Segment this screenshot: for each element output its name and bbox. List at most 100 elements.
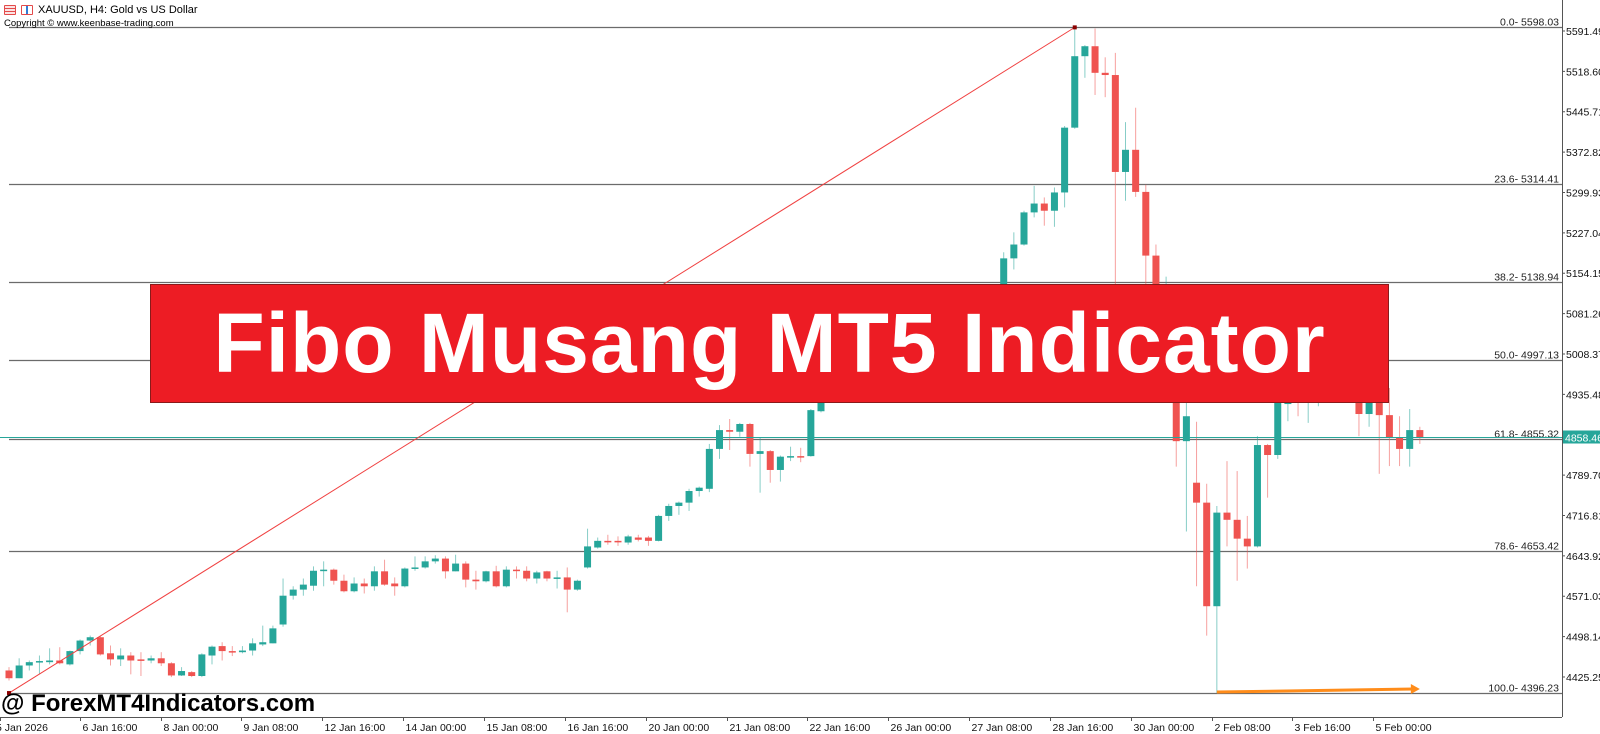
time-tick-label: 26 Jan 00:00 bbox=[891, 722, 952, 734]
candle-bearish bbox=[391, 583, 399, 587]
chart-list-icon[interactable] bbox=[4, 5, 16, 15]
candle-bearish bbox=[107, 653, 114, 660]
candle-bullish bbox=[66, 651, 74, 665]
time-tick-label: 20 Jan 00:00 bbox=[649, 722, 710, 734]
candle-bullish bbox=[1213, 512, 1221, 607]
candle-bullish bbox=[249, 643, 257, 651]
price-tick-label: 4716.81 bbox=[1566, 510, 1600, 522]
candle-bullish bbox=[817, 400, 825, 412]
candle-bearish bbox=[137, 659, 145, 661]
candle-bearish bbox=[1193, 482, 1201, 503]
price-tick-label: 4935.48 bbox=[1566, 389, 1600, 401]
price-tick-label: 5227.04 bbox=[1566, 228, 1600, 240]
candle-bearish bbox=[1396, 437, 1404, 449]
watermark: @ ForexMT4Indicators.com bbox=[1, 690, 316, 717]
candle-bullish bbox=[716, 430, 723, 449]
time-tick-label: 21 Jan 08:00 bbox=[730, 722, 791, 734]
candle-bullish bbox=[1182, 416, 1190, 442]
trend-anchor-handle bbox=[1072, 25, 1077, 30]
candle-bearish bbox=[1091, 46, 1099, 73]
candle-bearish bbox=[1040, 203, 1048, 211]
candle-bullish bbox=[198, 654, 206, 677]
candle-bullish bbox=[502, 569, 510, 587]
candle-bearish bbox=[96, 637, 104, 655]
candle-bearish bbox=[228, 651, 236, 653]
time-tick-label: 5 Jan 2026 bbox=[0, 722, 48, 734]
fibo-level-label: 100.0- 4396.23 bbox=[1488, 683, 1559, 695]
chart-type-icon[interactable] bbox=[21, 5, 33, 15]
candle-bullish bbox=[776, 456, 784, 470]
fibo-level-label: 0.0- 5598.03 bbox=[1500, 17, 1559, 29]
time-tick-label: 28 Jan 16:00 bbox=[1053, 722, 1114, 734]
candle-bullish bbox=[482, 571, 490, 582]
fibo-level-label: 38.2- 5138.94 bbox=[1494, 272, 1559, 284]
banner-title: Fibo Musang MT5 Indicator bbox=[213, 296, 1326, 390]
candle-bearish bbox=[218, 646, 226, 652]
price-tick-label: 5081.26 bbox=[1566, 309, 1600, 321]
time-tick-label: 16 Jan 16:00 bbox=[568, 722, 629, 734]
candle-bearish bbox=[340, 580, 348, 592]
candle-bullish bbox=[279, 595, 287, 625]
candle-bullish bbox=[705, 448, 713, 489]
candle-bearish bbox=[127, 655, 135, 661]
candle-bullish bbox=[269, 628, 277, 644]
candle-bearish bbox=[492, 571, 500, 587]
candle-bullish bbox=[1050, 192, 1058, 211]
time-tick-label: 9 Jan 08:00 bbox=[244, 722, 299, 734]
arrow-line bbox=[1216, 687, 1414, 694]
candle-bearish bbox=[157, 658, 165, 664]
candle-bullish bbox=[1061, 127, 1069, 193]
candle-bullish bbox=[401, 568, 409, 587]
fibo-level-label: 78.6- 4653.42 bbox=[1494, 541, 1559, 553]
candle-bearish bbox=[513, 569, 520, 572]
candle-bullish bbox=[1081, 46, 1089, 57]
candle-bullish bbox=[238, 650, 246, 653]
candle-bearish bbox=[543, 571, 551, 579]
price-tick-label: 4789.70 bbox=[1566, 470, 1600, 482]
time-tick-label: 6 Jan 16:00 bbox=[83, 722, 138, 734]
candle-bullish bbox=[1365, 397, 1373, 415]
candle-bullish bbox=[695, 487, 703, 492]
candle-bearish bbox=[5, 670, 13, 679]
candle-bearish bbox=[746, 423, 754, 454]
candle-bullish bbox=[1122, 149, 1129, 172]
candle-bearish bbox=[1132, 149, 1140, 192]
candle-bullish bbox=[310, 570, 317, 586]
candle-bullish bbox=[584, 546, 592, 568]
candle-bearish bbox=[1223, 512, 1231, 520]
candle-bearish bbox=[644, 537, 652, 541]
price-tick-label: 5008.37 bbox=[1566, 349, 1600, 361]
candle-bearish bbox=[726, 430, 734, 432]
candle-bearish bbox=[1264, 445, 1272, 456]
candle-bullish bbox=[117, 655, 125, 660]
candle-bullish bbox=[35, 661, 43, 663]
candle-bullish bbox=[411, 567, 419, 569]
candle-bearish bbox=[604, 540, 612, 543]
candle-bullish bbox=[452, 563, 460, 572]
fibo-level-label: 50.0- 4997.13 bbox=[1494, 350, 1559, 362]
time-tick-label: 5 Feb 00:00 bbox=[1376, 722, 1432, 734]
candle-bullish bbox=[533, 572, 541, 579]
time-tick-label: 22 Jan 16:00 bbox=[810, 722, 871, 734]
candle-bearish bbox=[381, 571, 389, 585]
candle-bullish bbox=[147, 658, 155, 661]
time-tick-label: 14 Jan 00:00 bbox=[406, 722, 467, 734]
price-tick-label: 5154.15 bbox=[1566, 268, 1600, 280]
arrow-head-icon bbox=[1410, 684, 1420, 695]
current-price-badge bbox=[1563, 430, 1600, 444]
candle-bearish bbox=[1172, 380, 1180, 442]
copyright-text: Copyright © www.keenbase-trading.com bbox=[4, 18, 174, 29]
candle-bullish bbox=[787, 456, 795, 458]
time-tick-label: 3 Feb 16:00 bbox=[1295, 722, 1351, 734]
candle-bullish bbox=[624, 536, 632, 543]
price-tick-label: 5372.82 bbox=[1566, 147, 1600, 159]
candle-bearish bbox=[1233, 519, 1241, 539]
candle-bullish bbox=[807, 410, 815, 457]
time-tick-label: 2 Feb 08:00 bbox=[1215, 722, 1271, 734]
candle-bearish bbox=[167, 663, 175, 676]
time-tick-label: 8 Jan 00:00 bbox=[164, 722, 219, 734]
candle-bearish bbox=[1152, 255, 1160, 298]
candle-bullish bbox=[1071, 56, 1079, 128]
candle-bullish bbox=[1020, 212, 1028, 245]
